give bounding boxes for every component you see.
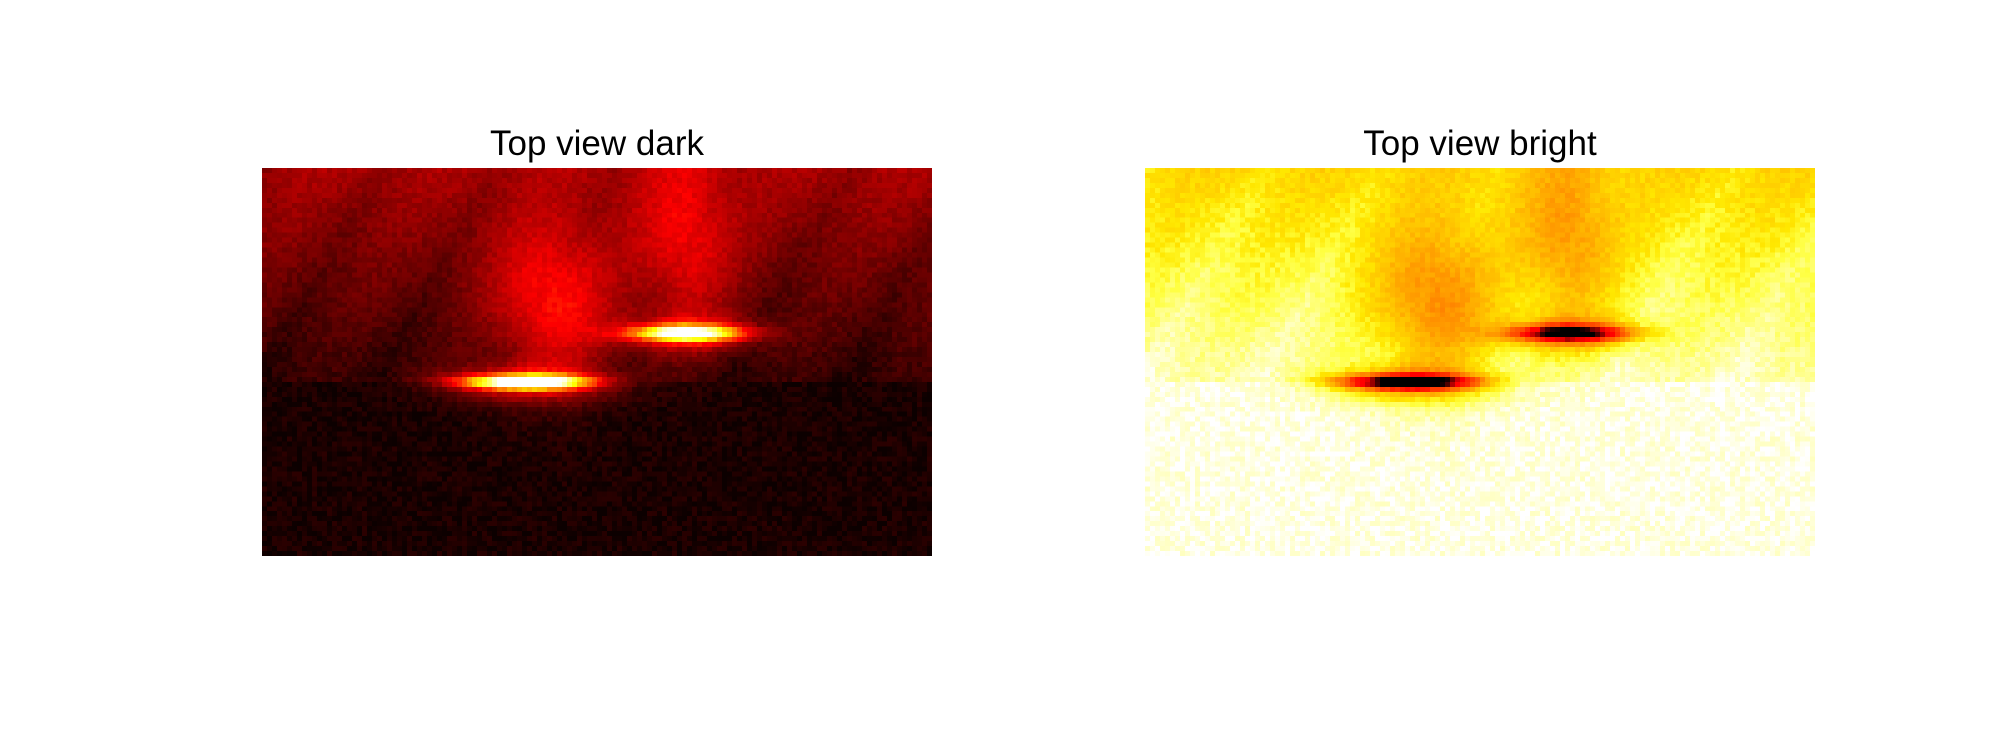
panel-top-view-dark: Top view dark: [262, 120, 932, 560]
heatmap-image-dark: [262, 168, 932, 556]
panel-title: Top view bright: [1363, 124, 1597, 163]
heatmap-image-bright: [1145, 168, 1815, 556]
panel-title: Top view dark: [490, 124, 704, 163]
panel-top-view-bright: Top view bright: [1145, 120, 1815, 560]
